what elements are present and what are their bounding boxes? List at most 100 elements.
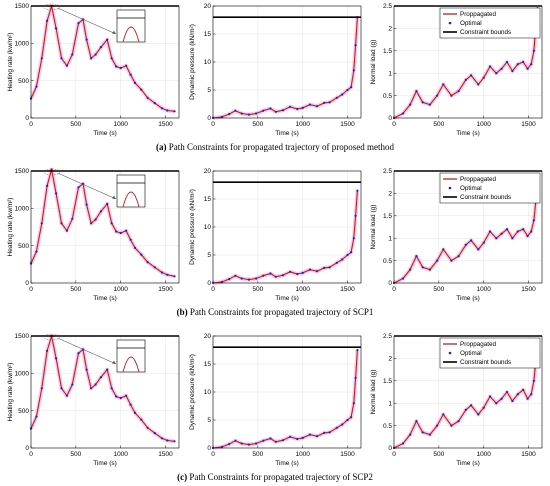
x-tick-label: 1500 bbox=[158, 286, 173, 293]
data-point-optimal bbox=[522, 60, 525, 64]
data-point-optimal bbox=[220, 445, 224, 448]
data-point-optimal bbox=[85, 368, 88, 371]
x-axis-label: Time (s) bbox=[93, 460, 117, 467]
data-point-optimal bbox=[125, 229, 128, 232]
data-point-optimal bbox=[450, 259, 453, 262]
data-point-optimal bbox=[323, 266, 326, 269]
y-tick-label: 1 bbox=[388, 400, 392, 407]
x-tick-label: 500 bbox=[70, 286, 81, 293]
series-line-propagated bbox=[30, 335, 175, 442]
data-point-optimal bbox=[464, 78, 467, 81]
y-axis-label: Heating rate (kw/m²) bbox=[7, 363, 14, 422]
y-tick-label: 1.5 bbox=[383, 48, 392, 55]
data-point-optimal bbox=[526, 397, 529, 400]
axes-frame bbox=[212, 5, 362, 119]
data-point-optimal bbox=[234, 109, 237, 112]
x-tick-label: 1500 bbox=[158, 451, 173, 458]
data-point-optimal bbox=[522, 388, 525, 391]
legend: Proppagated Optimal Constraint bounds bbox=[439, 7, 541, 39]
data-point-optimal bbox=[55, 357, 58, 360]
axes-frame bbox=[30, 5, 180, 119]
y-axis-label: Heating rate (kw/m²) bbox=[7, 33, 14, 92]
legend-label-optimal: Optimal bbox=[460, 185, 482, 192]
zoom-region-marker bbox=[43, 333, 60, 341]
data-point-optimal bbox=[274, 275, 277, 278]
data-point-optimal bbox=[153, 266, 156, 269]
axes-frame bbox=[30, 170, 180, 284]
caption-c: (c) Path Constraints for propagated traj… bbox=[177, 472, 373, 482]
x-tick-label: 1000 bbox=[113, 451, 128, 458]
data-point-optimal bbox=[129, 403, 132, 406]
data-point-optimal bbox=[234, 274, 237, 277]
data-point-optimal bbox=[511, 399, 514, 403]
x-tick-label: 500 bbox=[252, 286, 263, 293]
data-point-optimal bbox=[106, 368, 109, 371]
zoom-inset-curve bbox=[122, 26, 140, 43]
y-tick-label: 0 bbox=[25, 280, 29, 287]
data-point-optimal bbox=[352, 402, 355, 405]
data-point-optimal bbox=[308, 268, 311, 271]
data-point-optimal bbox=[85, 38, 88, 41]
zoom-arrow-line bbox=[57, 337, 117, 365]
data-point-optimal bbox=[77, 186, 80, 189]
series-line-propagated bbox=[212, 190, 358, 284]
zoom-arrow-head bbox=[112, 195, 116, 199]
chart-pressure-1: 0 5 10 15 20 0 500 1000 1500 Time (s) Dynamic pres… bbox=[189, 168, 362, 302]
chart-load-2: 0 0.5 1 1.5 2 2.5 0 500 1000 1500 Time (s) Normal l… bbox=[370, 333, 543, 467]
data-point-optimal bbox=[346, 418, 349, 422]
data-point-optimal bbox=[511, 237, 514, 240]
legend-label-bound: Constraint bounds bbox=[460, 29, 511, 36]
x-axis-label: Time (s) bbox=[275, 130, 299, 137]
data-point-optimal bbox=[90, 222, 93, 225]
data-point-optimal bbox=[464, 408, 467, 411]
data-point-optimal bbox=[99, 210, 103, 213]
data-point-optimal bbox=[85, 203, 88, 206]
chart-pressure-2: 0 5 10 15 20 0 500 1000 1500 Time (s) Dynamic pres… bbox=[189, 333, 362, 467]
data-point-optimal bbox=[450, 424, 453, 427]
y-tick-label: 0 bbox=[25, 115, 29, 122]
data-point-optimal bbox=[488, 230, 492, 233]
data-point-optimal bbox=[442, 413, 445, 416]
data-point-optimal bbox=[532, 219, 536, 222]
zoom-arrow-line bbox=[57, 7, 117, 35]
data-point-optimal bbox=[46, 349, 49, 352]
data-point-optimal bbox=[146, 261, 149, 264]
data-point-optimal bbox=[350, 416, 353, 419]
data-point-optimal bbox=[115, 395, 118, 398]
data-point-optimal bbox=[247, 113, 250, 116]
x-tick-label: 0 bbox=[29, 286, 33, 293]
series-highlight bbox=[29, 334, 175, 444]
data-point-optimal bbox=[436, 94, 439, 97]
data-point-optimal bbox=[119, 396, 122, 400]
data-point-optimal bbox=[415, 420, 418, 423]
data-point-optimal bbox=[77, 22, 80, 25]
y-tick-label: 0 bbox=[207, 445, 211, 452]
data-point-optimal bbox=[296, 437, 299, 441]
data-point-optimal bbox=[281, 439, 285, 442]
data-point-optimal bbox=[354, 376, 357, 380]
data-point-optimal bbox=[133, 81, 137, 84]
data-point-optimal bbox=[401, 277, 405, 280]
axes-frame bbox=[393, 170, 543, 284]
data-point-optimal bbox=[505, 228, 509, 231]
data-point-optimal bbox=[482, 406, 485, 409]
data-point-optimal bbox=[119, 66, 122, 70]
data-point-optimal bbox=[315, 105, 319, 108]
data-point-optimal bbox=[477, 248, 480, 251]
zoom-inset-curve bbox=[122, 356, 140, 373]
legend-label-propagated: Proppagated bbox=[460, 341, 497, 348]
y-tick-label: 0 bbox=[207, 115, 211, 122]
series-line-propagated bbox=[212, 349, 358, 449]
data-point-optimal bbox=[110, 387, 113, 390]
x-axis-label: Time (s) bbox=[93, 130, 117, 137]
x-tick-label: 1000 bbox=[113, 121, 128, 128]
data-point-optimal bbox=[90, 387, 93, 390]
y-tick-label: 1.5 bbox=[383, 378, 392, 385]
data-point-optimal bbox=[255, 277, 258, 280]
data-point-optimal bbox=[421, 431, 424, 434]
data-point-optimal bbox=[166, 273, 169, 276]
x-tick-label: 500 bbox=[433, 286, 444, 293]
y-tick-label: 1.5 bbox=[383, 213, 392, 220]
x-axis-label: Time (s) bbox=[456, 295, 480, 302]
series-highlight bbox=[29, 167, 175, 279]
